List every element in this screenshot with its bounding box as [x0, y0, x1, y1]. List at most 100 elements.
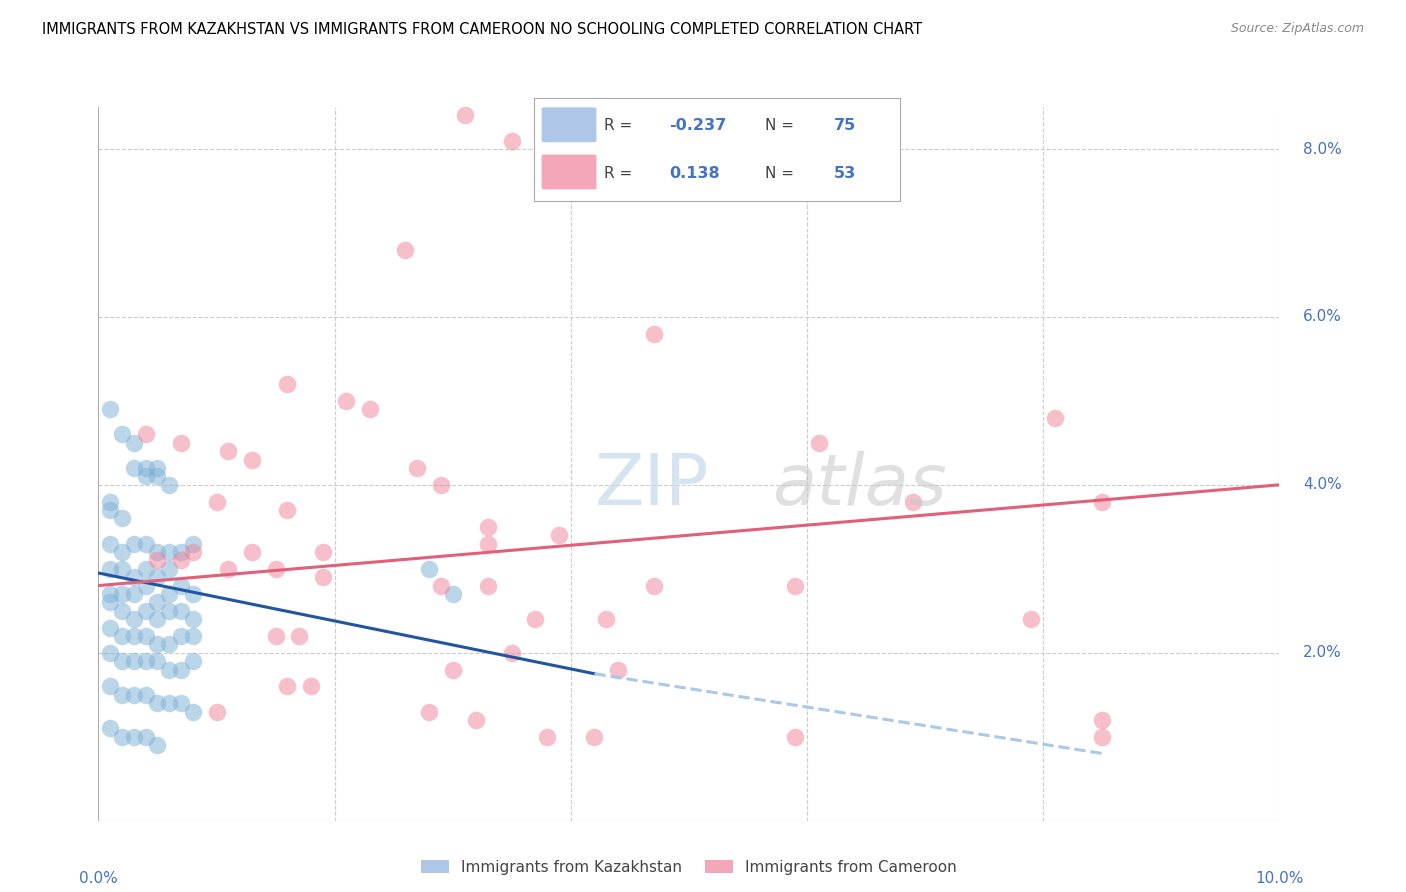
Point: [146, 545, 169, 559]
Point: [98, 402, 121, 417]
Point: [1091, 494, 1114, 508]
Text: Source: ZipAtlas.com: Source: ZipAtlas.com: [1230, 22, 1364, 36]
Point: [335, 393, 357, 408]
Point: [146, 570, 169, 584]
Text: IMMIGRANTS FROM KAZAKHSTAN VS IMMIGRANTS FROM CAMEROON NO SCHOOLING COMPLETED CO: IMMIGRANTS FROM KAZAKHSTAN VS IMMIGRANTS…: [42, 22, 922, 37]
Point: [441, 663, 464, 677]
Point: [170, 435, 193, 450]
Point: [181, 587, 204, 601]
Point: [157, 696, 180, 710]
Point: [157, 478, 180, 492]
Point: [135, 654, 157, 668]
Point: [111, 427, 134, 442]
Point: [146, 696, 169, 710]
Point: [785, 730, 807, 744]
Point: [146, 553, 169, 567]
Point: [135, 688, 157, 702]
Point: [98, 503, 121, 517]
Point: [217, 444, 239, 458]
Point: [98, 621, 121, 635]
Point: [157, 637, 180, 651]
Point: [276, 377, 298, 392]
Point: [146, 595, 169, 609]
Text: N =: N =: [765, 166, 799, 180]
Point: [501, 134, 523, 148]
Point: [453, 108, 475, 122]
Point: [583, 730, 606, 744]
Point: [181, 705, 204, 719]
Point: [146, 612, 169, 626]
Text: 0.0%: 0.0%: [79, 871, 118, 886]
Text: 4.0%: 4.0%: [1303, 477, 1341, 492]
Point: [643, 326, 665, 341]
Point: [276, 679, 298, 693]
Point: [418, 562, 440, 576]
Point: [785, 578, 807, 592]
Point: [111, 629, 134, 643]
Point: [122, 536, 145, 550]
Point: [170, 553, 193, 567]
Point: [441, 587, 464, 601]
Point: [135, 730, 157, 744]
Point: [111, 604, 134, 618]
Point: [111, 688, 134, 702]
Point: [430, 478, 453, 492]
Point: [1091, 730, 1114, 744]
FancyBboxPatch shape: [541, 154, 596, 189]
Point: [181, 654, 204, 668]
Point: [170, 578, 193, 592]
Text: atlas: atlas: [772, 450, 946, 520]
Point: [477, 536, 499, 550]
Point: [98, 595, 121, 609]
Point: [157, 663, 180, 677]
Point: [430, 578, 453, 592]
Point: [146, 654, 169, 668]
Point: [418, 705, 440, 719]
Text: R =: R =: [603, 166, 637, 180]
Point: [170, 696, 193, 710]
Text: 6.0%: 6.0%: [1303, 310, 1341, 325]
Point: [98, 721, 121, 735]
Point: [607, 663, 630, 677]
Point: [477, 578, 499, 592]
Point: [205, 705, 228, 719]
Point: [146, 469, 169, 483]
Point: [276, 503, 298, 517]
Text: ZIP: ZIP: [595, 450, 709, 520]
Point: [111, 562, 134, 576]
Point: [122, 612, 145, 626]
Point: [122, 461, 145, 475]
Point: [98, 536, 121, 550]
Point: [312, 570, 335, 584]
Point: [1021, 612, 1043, 626]
Point: [146, 738, 169, 752]
Point: [98, 562, 121, 576]
Point: [312, 545, 335, 559]
Point: [122, 730, 145, 744]
Point: [122, 654, 145, 668]
Point: [181, 536, 204, 550]
Point: [111, 587, 134, 601]
Point: [146, 637, 169, 651]
Point: [157, 562, 180, 576]
Point: [135, 461, 157, 475]
Point: [1091, 713, 1114, 727]
Point: [181, 545, 204, 559]
Point: [122, 435, 145, 450]
Point: [288, 629, 311, 643]
Point: [135, 536, 157, 550]
Point: [595, 612, 617, 626]
Point: [359, 402, 381, 417]
Point: [98, 494, 121, 508]
Text: 75: 75: [834, 119, 856, 133]
Text: 53: 53: [834, 166, 856, 180]
Point: [170, 545, 193, 559]
FancyBboxPatch shape: [541, 107, 596, 142]
Text: 8.0%: 8.0%: [1303, 142, 1341, 156]
Point: [240, 452, 263, 467]
Point: [181, 629, 204, 643]
Point: [111, 654, 134, 668]
Point: [157, 604, 180, 618]
Text: -0.237: -0.237: [669, 119, 727, 133]
Point: [548, 528, 571, 542]
